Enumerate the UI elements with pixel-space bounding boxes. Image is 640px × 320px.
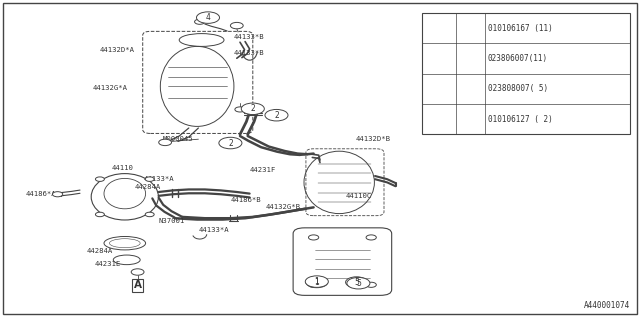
Text: 023808007( 5): 023808007( 5) xyxy=(488,84,548,93)
Circle shape xyxy=(145,177,154,181)
Circle shape xyxy=(221,142,230,147)
Text: 1: 1 xyxy=(436,23,442,33)
Circle shape xyxy=(196,12,220,23)
Circle shape xyxy=(95,212,104,217)
Circle shape xyxy=(459,114,481,125)
Text: 44132D*B: 44132D*B xyxy=(355,136,390,142)
Circle shape xyxy=(428,114,450,125)
Text: 010106167 (11): 010106167 (11) xyxy=(488,23,552,33)
Text: 44110: 44110 xyxy=(112,165,134,171)
Circle shape xyxy=(241,103,264,115)
Text: 2: 2 xyxy=(436,54,442,63)
Text: 44186*A: 44186*A xyxy=(26,191,56,196)
Circle shape xyxy=(159,139,172,146)
Circle shape xyxy=(459,53,481,64)
Text: 4: 4 xyxy=(436,84,442,93)
Text: B: B xyxy=(467,23,472,33)
Circle shape xyxy=(305,276,328,287)
Text: 2: 2 xyxy=(274,111,279,120)
Text: 1: 1 xyxy=(314,278,319,287)
Text: 023806007(11): 023806007(11) xyxy=(488,54,548,63)
Circle shape xyxy=(366,235,376,240)
Text: 44186*B: 44186*B xyxy=(230,197,261,203)
Text: N: N xyxy=(467,54,472,63)
Text: M000045: M000045 xyxy=(163,136,194,142)
Text: 44231F: 44231F xyxy=(250,167,276,172)
Circle shape xyxy=(219,137,242,149)
Text: 2: 2 xyxy=(250,104,255,113)
Text: 4: 4 xyxy=(205,13,211,22)
Text: A: A xyxy=(134,280,141,291)
Text: 44132G*B: 44132G*B xyxy=(266,204,301,210)
Circle shape xyxy=(308,282,319,287)
Circle shape xyxy=(346,277,367,288)
Text: N: N xyxy=(467,84,472,93)
Circle shape xyxy=(347,277,370,289)
Circle shape xyxy=(428,83,450,94)
Text: 44284A: 44284A xyxy=(134,184,161,190)
Circle shape xyxy=(459,23,481,34)
Circle shape xyxy=(428,23,450,34)
Circle shape xyxy=(95,177,104,181)
Circle shape xyxy=(428,53,450,64)
Text: 44133*B: 44133*B xyxy=(234,34,264,40)
Circle shape xyxy=(306,277,328,288)
Circle shape xyxy=(195,19,205,24)
Text: 44132G*A: 44132G*A xyxy=(93,85,128,91)
Circle shape xyxy=(459,83,481,94)
Text: 5: 5 xyxy=(354,278,359,287)
Circle shape xyxy=(244,109,253,114)
Text: 44133*B: 44133*B xyxy=(234,50,264,56)
Text: 010106127 ( 2): 010106127 ( 2) xyxy=(488,115,552,124)
Text: 2: 2 xyxy=(228,139,233,148)
Text: 44133*A: 44133*A xyxy=(198,228,229,233)
Circle shape xyxy=(265,109,288,121)
Text: 44284A: 44284A xyxy=(86,248,113,254)
Circle shape xyxy=(52,192,63,197)
Circle shape xyxy=(131,269,144,275)
Circle shape xyxy=(366,282,376,287)
Text: B: B xyxy=(467,115,472,124)
Text: 44110C: 44110C xyxy=(346,193,372,199)
Text: N37001: N37001 xyxy=(159,218,185,224)
Text: 5: 5 xyxy=(356,279,361,288)
Text: 1: 1 xyxy=(314,277,319,286)
Circle shape xyxy=(145,212,154,217)
Text: 44133*A: 44133*A xyxy=(144,176,175,182)
Text: 44231E: 44231E xyxy=(95,261,121,267)
Bar xyxy=(422,13,630,134)
Text: 5: 5 xyxy=(436,115,442,124)
Circle shape xyxy=(308,235,319,240)
Circle shape xyxy=(235,107,245,112)
Circle shape xyxy=(230,22,243,29)
Text: 44132D*A: 44132D*A xyxy=(99,47,134,52)
Text: A440001074: A440001074 xyxy=(584,301,630,310)
Circle shape xyxy=(268,115,276,119)
